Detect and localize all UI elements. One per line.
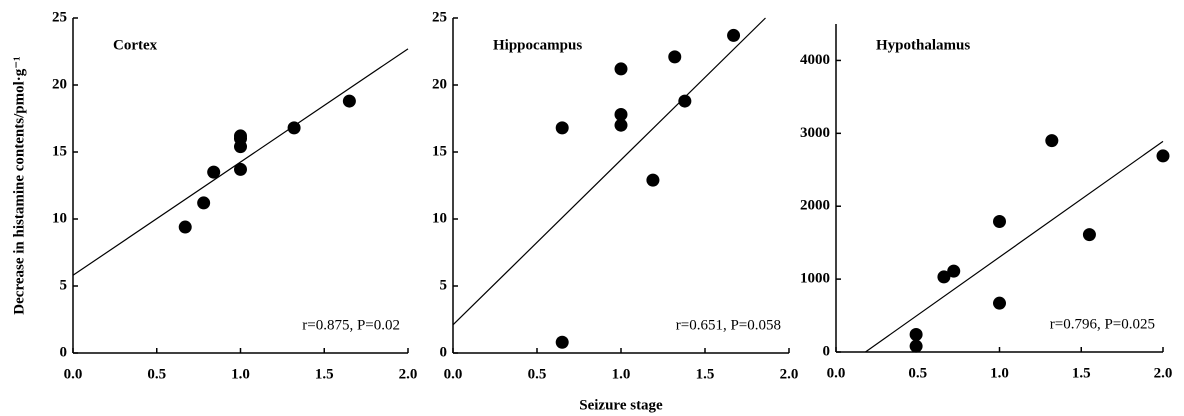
x-axis-label: Seizure stage [579, 397, 663, 413]
panel-title: Cortex [113, 37, 158, 53]
point [993, 296, 1006, 310]
y-tick-label: 20 [432, 76, 447, 92]
trendline [865, 140, 1164, 353]
point [234, 129, 247, 143]
annotation: r=0.875, P=0.02 [302, 317, 400, 333]
point [1045, 134, 1059, 148]
x-tick-label: 1.0 [612, 366, 631, 382]
x-tick-label: 1.0 [990, 365, 1009, 381]
panel-title: Hypothalamus [876, 37, 970, 53]
y-tick-label: 1000 [800, 271, 830, 287]
point [614, 118, 628, 132]
y-tick-label: 25 [52, 9, 67, 25]
point [234, 162, 247, 176]
y-tick-label: 5 [60, 277, 68, 293]
y-tick-label: 2000 [800, 198, 830, 214]
x-tick-label: 0.5 [908, 365, 927, 381]
x-tick-label: 2.0 [1154, 365, 1173, 381]
y-tick-label: 15 [52, 143, 67, 159]
point [178, 220, 192, 234]
y-tick-label: 3000 [800, 125, 830, 141]
annotation: r=0.796, P=0.025 [1050, 316, 1155, 332]
x-tick-label: 0.0 [64, 366, 83, 382]
y-tick-label: 0 [60, 344, 68, 360]
x-tick-label: 0.5 [528, 366, 547, 382]
point [614, 107, 628, 121]
point [646, 173, 660, 187]
x-tick-label: 2.0 [399, 366, 418, 382]
y-tick-label: 0 [823, 343, 831, 359]
point [947, 264, 961, 278]
point [1156, 149, 1170, 163]
y-tick-label: 4000 [800, 52, 830, 68]
y-tick-label: 15 [432, 143, 447, 159]
point [909, 339, 923, 353]
x-tick-label: 0.5 [147, 366, 166, 382]
point [614, 62, 628, 76]
y-axis-label: Decrease in histamine contents/pmol·g⁻¹ [11, 56, 27, 314]
y-tick-label: 5 [440, 277, 448, 293]
x-tick-label: 1.5 [315, 366, 334, 382]
point [342, 94, 356, 108]
point [678, 94, 692, 108]
point [937, 270, 951, 284]
point [207, 165, 221, 179]
trendline [72, 48, 409, 276]
y-tick-label: 0 [440, 344, 448, 360]
panel-title: Hippocampus [493, 37, 582, 53]
point [555, 121, 569, 135]
y-tick-label: 10 [52, 210, 67, 226]
annotation: r=0.651, P=0.058 [676, 317, 781, 333]
x-tick-label: 2.0 [780, 366, 799, 382]
x-tick-label: 1.0 [231, 366, 250, 382]
point [909, 328, 923, 342]
point [555, 335, 569, 349]
y-tick-label: 25 [432, 9, 447, 25]
point [197, 196, 211, 210]
x-tick-label: 1.5 [1072, 365, 1091, 381]
y-tick-label: 20 [52, 76, 67, 92]
point [1082, 228, 1096, 242]
x-tick-label: 1.5 [696, 366, 715, 382]
x-tick-label: 0.0 [444, 366, 463, 382]
point [668, 50, 682, 64]
point [287, 121, 301, 135]
y-tick-label: 10 [432, 210, 447, 226]
trendline [452, 17, 766, 326]
point [727, 28, 741, 42]
point [993, 215, 1006, 229]
x-tick-label: 0.0 [827, 365, 846, 381]
